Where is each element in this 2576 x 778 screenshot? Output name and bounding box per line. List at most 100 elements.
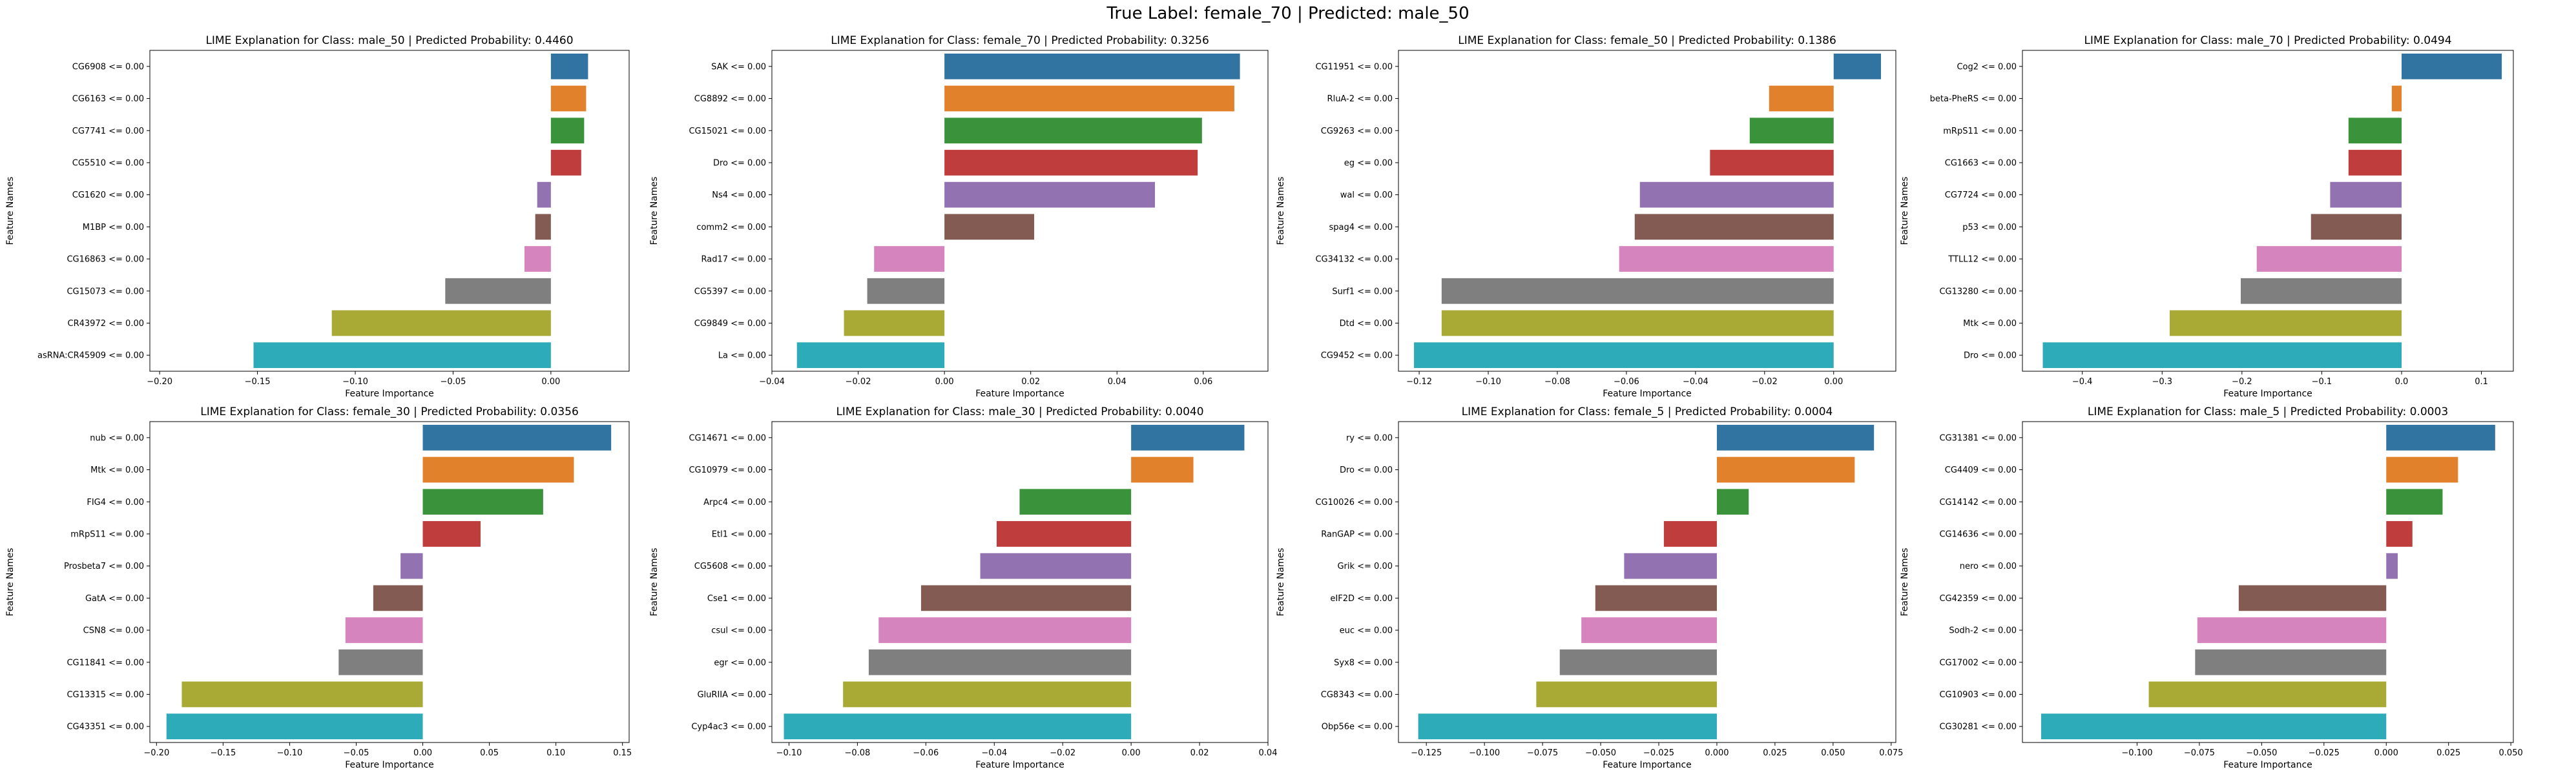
y-tick-label: CG1663 <= 0.00 <box>1945 158 2017 168</box>
y-tick-label: nero <= 0.00 <box>1960 562 2017 571</box>
bar <box>2348 118 2402 144</box>
axes-frame <box>771 50 1269 372</box>
y-tick-label: Prosbeta7 <= 0.00 <box>64 562 144 571</box>
y-axis-label: Feature Names <box>649 177 660 245</box>
x-tick-label: 0.000 <box>1705 748 1729 758</box>
bar <box>920 585 1132 611</box>
bar <box>338 649 423 675</box>
panel-title: LIME Explanation for Class: female_50 | … <box>1458 34 1836 47</box>
bar <box>996 521 1132 547</box>
y-tick-label: asRNA:CR45909 <= 0.00 <box>37 351 144 361</box>
y-tick-label: csul <= 0.00 <box>711 626 766 636</box>
bar <box>524 246 551 272</box>
bar <box>2386 456 2458 483</box>
bar <box>1634 214 1834 240</box>
x-tick-label: −0.125 <box>1411 748 1442 758</box>
y-tick-label: comm2 <= 0.00 <box>696 223 766 232</box>
x-tick-label: −0.1 <box>2312 377 2332 387</box>
y-tick-label: spag4 <= 0.00 <box>1329 223 1393 232</box>
x-axis-label: Feature Importance <box>2223 389 2312 399</box>
bar <box>878 617 1132 643</box>
y-axis-label: Feature Names <box>1276 177 1286 245</box>
x-tick-label: −0.05 <box>441 377 466 387</box>
bar <box>784 713 1132 740</box>
x-tick-label: −0.3 <box>2152 377 2172 387</box>
y-tick-label: RluA-2 <= 0.00 <box>1327 94 1393 104</box>
bar <box>1749 118 1834 144</box>
bar <box>1559 649 1717 675</box>
bar <box>331 310 551 336</box>
bar <box>550 118 585 144</box>
bar <box>2330 181 2402 208</box>
y-tick-label: nub <= 0.00 <box>90 433 144 443</box>
bar <box>422 456 574 483</box>
bar <box>867 278 945 304</box>
lime-panel-8: LIME Explanation for Class: male_5 | Pre… <box>1900 405 2523 770</box>
y-tick-label: mRpS11 <= 0.00 <box>70 529 144 539</box>
y-tick-label: CG17002 <= 0.00 <box>1939 658 2017 668</box>
x-tick-label: 0.075 <box>1879 748 1903 758</box>
y-tick-label: CG4409 <= 0.00 <box>1945 466 2017 475</box>
y-tick-label: GluRIIA <= 0.00 <box>697 690 766 700</box>
bar <box>2386 553 2398 579</box>
y-tick-label: Dtd <= 0.00 <box>1340 319 1393 329</box>
y-tick-label: Dro <= 0.00 <box>1340 466 1393 475</box>
bar <box>1716 456 1855 483</box>
bar <box>2195 649 2387 675</box>
bar <box>1769 85 1834 112</box>
x-tick-label: 0.00 <box>1122 748 1141 758</box>
y-tick-label: CG11841 <= 0.00 <box>67 658 144 668</box>
lime-panel-3: LIME Explanation for Class: female_50 | … <box>1276 34 1896 399</box>
x-tick-label: 0.050 <box>2499 748 2523 758</box>
y-tick-label: GatA <= 0.00 <box>85 594 144 604</box>
x-tick-label: −0.20 <box>143 748 169 758</box>
bar <box>253 342 551 369</box>
y-tick-label: M1BP <= 0.00 <box>83 223 144 232</box>
bar <box>550 53 588 79</box>
bar <box>2348 150 2402 176</box>
y-tick-label: CG8343 <= 0.00 <box>1321 690 1393 700</box>
x-tick-label: −0.06 <box>1614 377 1639 387</box>
bar <box>2041 713 2387 740</box>
x-tick-label: 0.02 <box>1021 377 1040 387</box>
y-tick-label: eg <= 0.00 <box>1344 158 1393 168</box>
y-tick-label: CG5608 <= 0.00 <box>694 562 766 571</box>
bar <box>445 278 551 304</box>
y-tick-label: CG43351 <= 0.00 <box>67 722 144 732</box>
y-tick-label: CR43972 <= 0.00 <box>68 319 144 329</box>
y-tick-label: CG34132 <= 0.00 <box>1315 255 1393 265</box>
bar <box>422 424 612 451</box>
y-tick-label: CG13315 <= 0.00 <box>67 690 144 700</box>
y-tick-label: Etl1 <= 0.00 <box>712 529 766 539</box>
bar <box>182 681 423 708</box>
bar <box>373 585 423 611</box>
x-tick-label: 0.04 <box>1259 748 1278 758</box>
bar <box>345 617 423 643</box>
bar <box>400 553 423 579</box>
x-tick-label: −0.02 <box>846 377 871 387</box>
x-tick-label: −0.075 <box>1527 748 1558 758</box>
panel-title: LIME Explanation for Class: male_70 | Pr… <box>2084 34 2451 47</box>
bar <box>535 214 551 240</box>
x-tick-label: −0.2 <box>2232 377 2252 387</box>
x-tick-label: 0.00 <box>935 377 954 387</box>
x-axis-label: Feature Importance <box>2223 760 2312 770</box>
x-tick-label: 0.02 <box>1190 748 1209 758</box>
x-tick-label: 0.00 <box>1824 377 1843 387</box>
y-tick-label: FIG4 <= 0.00 <box>87 498 144 507</box>
axes-frame <box>1398 421 1896 743</box>
y-tick-label: CG1620 <= 0.00 <box>72 190 144 200</box>
bar <box>2401 53 2502 79</box>
y-tick-label: p53 <= 0.00 <box>1962 223 2017 232</box>
bar <box>166 713 423 740</box>
y-tick-label: Arpc4 <= 0.00 <box>703 498 766 507</box>
axes-frame <box>1398 50 1896 372</box>
y-tick-label: CG10903 <= 0.00 <box>1939 690 2017 700</box>
y-tick-label: CG6163 <= 0.00 <box>72 94 144 104</box>
bar <box>1595 585 1717 611</box>
y-tick-label: TTLL12 <= 0.00 <box>1948 255 2017 265</box>
bar <box>1716 424 1875 451</box>
lime-panel-4: LIME Explanation for Class: male_70 | Pr… <box>1900 34 2514 399</box>
axes-frame <box>771 421 1269 743</box>
x-tick-label: −0.10 <box>1475 377 1501 387</box>
